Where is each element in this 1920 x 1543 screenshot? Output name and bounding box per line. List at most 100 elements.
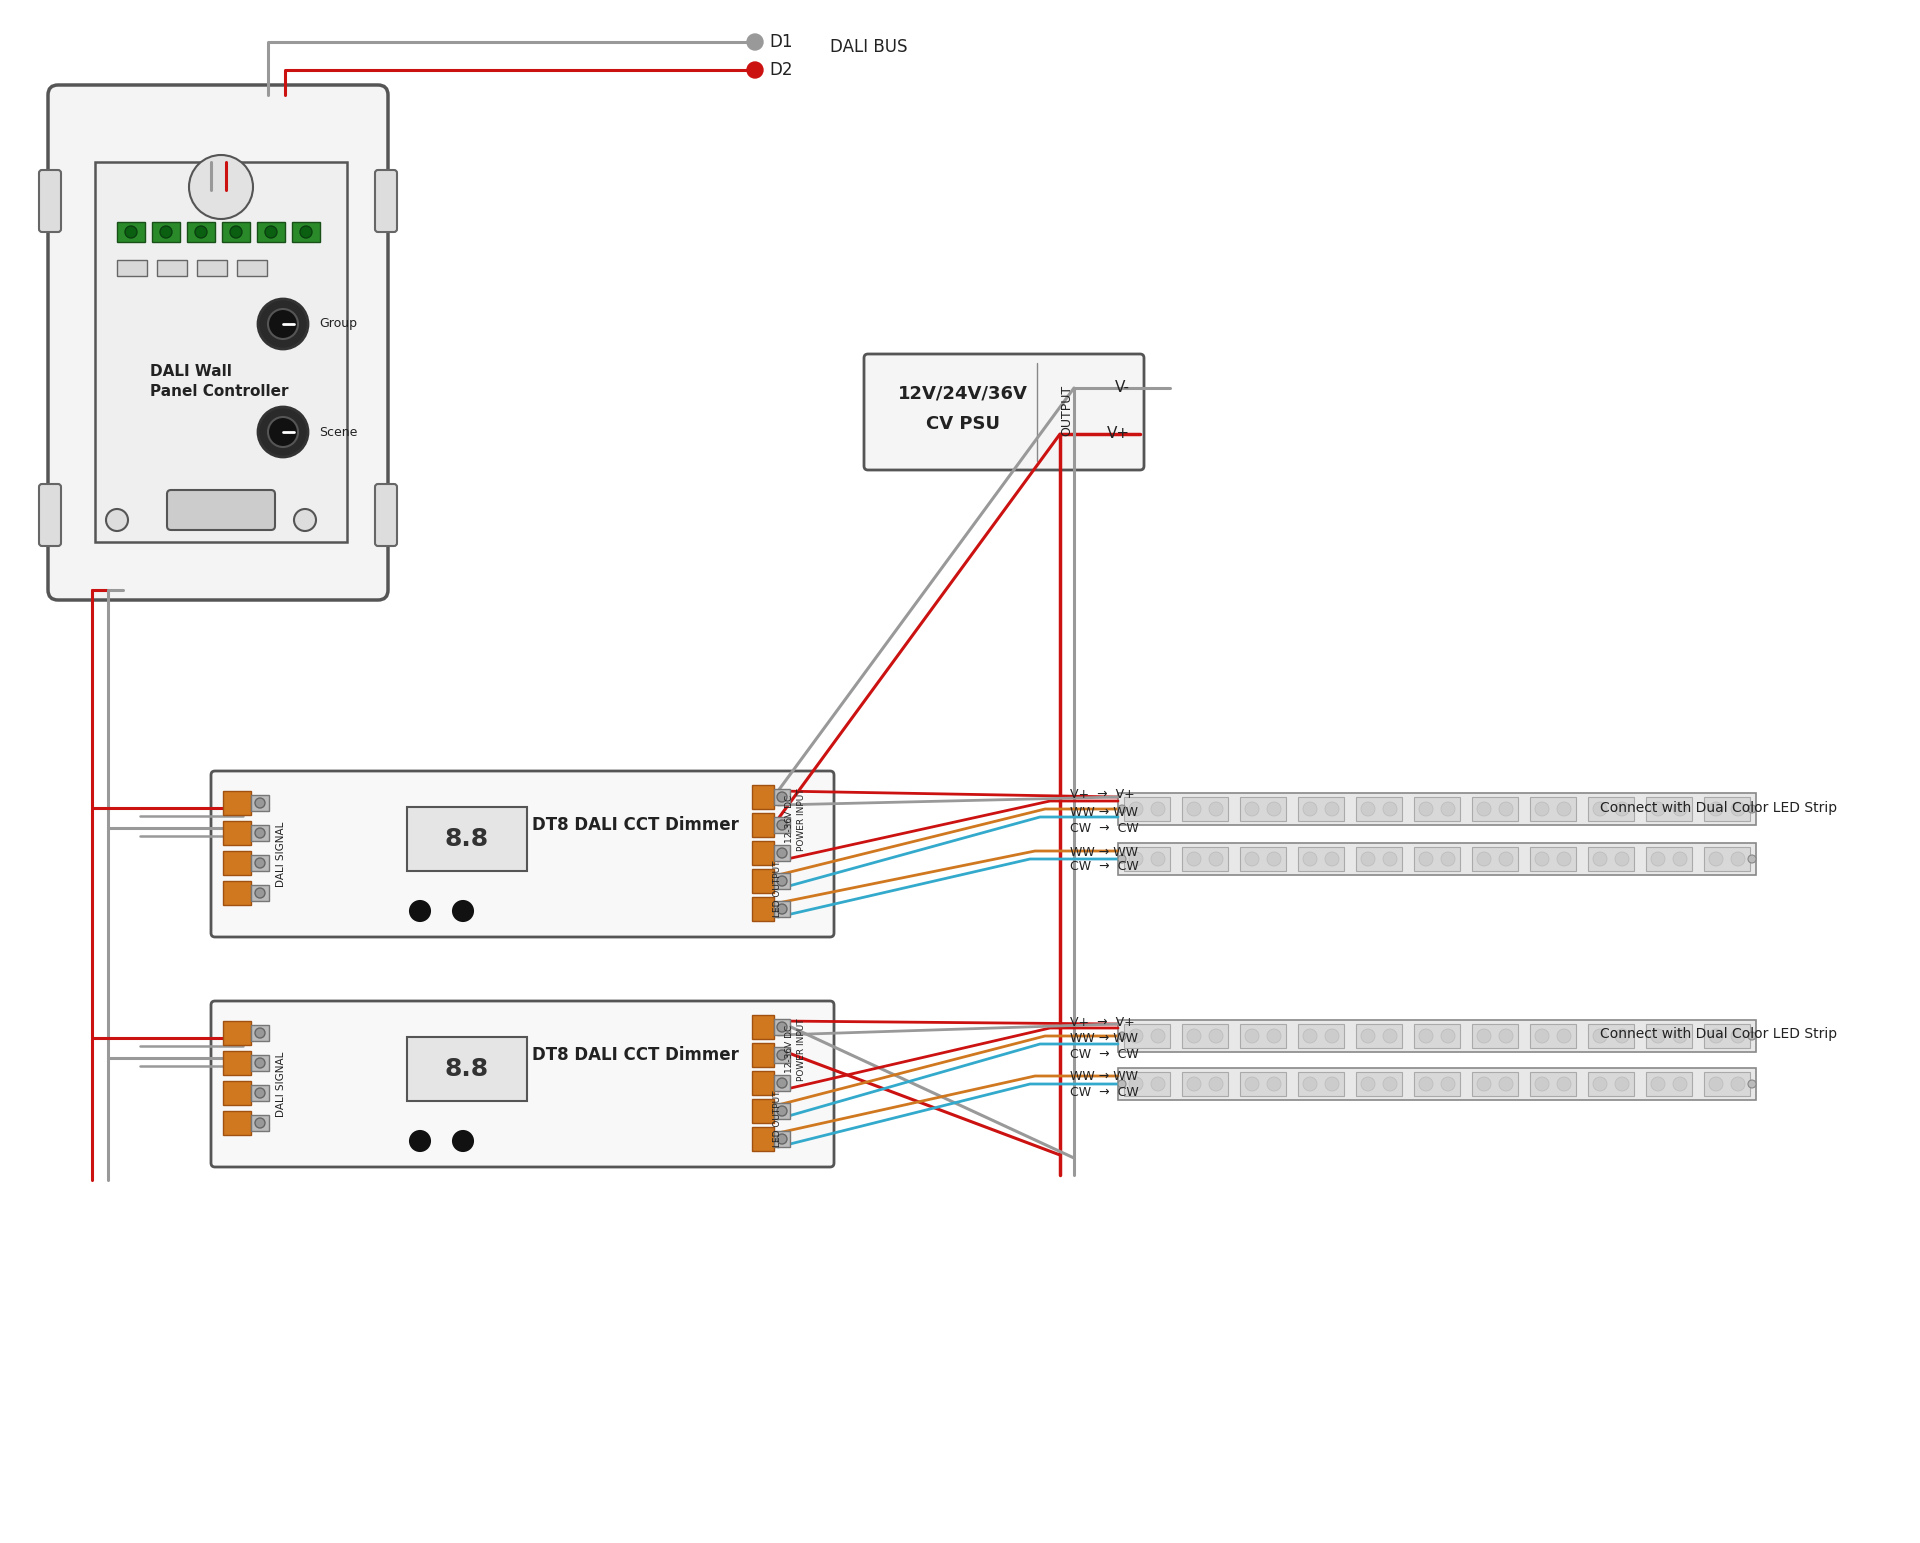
Bar [1117,1020,1757,1052]
Bar [1240,847,1286,870]
FancyBboxPatch shape [38,485,61,546]
Circle shape [747,62,762,79]
Bar [1183,1072,1229,1096]
FancyBboxPatch shape [48,85,388,600]
Circle shape [1150,852,1165,866]
Circle shape [255,1088,265,1099]
Bar [1473,847,1519,870]
Circle shape [1244,802,1260,816]
Bar [1413,847,1459,870]
Bar [1298,847,1344,870]
Text: 8.8: 8.8 [445,827,490,852]
Text: DT8 DALI CCT Dimmer: DT8 DALI CCT Dimmer [532,816,739,835]
Bar [1117,842,1757,875]
Bar [1588,847,1634,870]
Circle shape [1382,1029,1398,1043]
Text: 12-36V DC: 12-36V DC [785,1025,795,1074]
Bar [1413,1072,1459,1096]
Bar [1240,1072,1286,1096]
Bar [223,821,252,846]
Circle shape [1382,1077,1398,1091]
Bar [1123,1072,1169,1096]
Circle shape [1244,1029,1260,1043]
FancyBboxPatch shape [211,1001,833,1167]
Bar [753,1015,774,1038]
Circle shape [747,34,762,49]
Circle shape [778,1106,787,1116]
Circle shape [1210,852,1223,866]
Bar [774,1103,789,1119]
Circle shape [1267,802,1281,816]
Circle shape [1117,1032,1125,1040]
Bar [1530,1072,1576,1096]
Text: D2: D2 [770,62,793,79]
Text: 8.8: 8.8 [445,1057,490,1082]
Circle shape [1382,802,1398,816]
Bar [252,1116,269,1131]
Circle shape [1210,1077,1223,1091]
Circle shape [1150,802,1165,816]
Circle shape [196,225,207,238]
Circle shape [125,225,136,238]
Circle shape [1476,1029,1492,1043]
Text: LED OUTPUT: LED OUTPUT [774,1091,783,1146]
Bar [1645,1025,1692,1048]
Circle shape [269,417,298,447]
Bar [1356,798,1402,821]
Circle shape [453,901,472,921]
Text: OUTPUT: OUTPUT [1060,384,1073,435]
Bar [753,785,774,809]
Circle shape [1442,1029,1455,1043]
FancyBboxPatch shape [374,170,397,231]
Text: V+: V+ [1106,426,1131,441]
Bar [1183,798,1229,821]
Text: 12-36V DC: 12-36V DC [785,795,795,844]
Bar [1588,1025,1634,1048]
Circle shape [1500,852,1513,866]
Circle shape [1557,802,1571,816]
Circle shape [1361,852,1375,866]
Text: WW → WW: WW → WW [1069,1071,1139,1083]
Circle shape [1651,1077,1665,1091]
Circle shape [1500,1077,1513,1091]
Circle shape [255,1028,265,1038]
Circle shape [1325,1077,1338,1091]
Circle shape [1117,855,1125,863]
Circle shape [1361,1029,1375,1043]
Circle shape [411,901,430,921]
Bar [1117,1068,1757,1100]
Bar [774,1018,789,1035]
Circle shape [1476,1077,1492,1091]
Circle shape [778,1079,787,1088]
Bar [1473,798,1519,821]
Circle shape [1304,1077,1317,1091]
Circle shape [1150,1077,1165,1091]
Text: Scene: Scene [319,426,357,438]
Bar [753,841,774,866]
Circle shape [1557,1029,1571,1043]
Circle shape [1304,852,1317,866]
Circle shape [1442,1077,1455,1091]
Circle shape [1476,802,1492,816]
Circle shape [453,1131,472,1151]
Circle shape [1672,1077,1688,1091]
Bar [252,795,269,812]
Circle shape [778,1049,787,1060]
Circle shape [1325,852,1338,866]
Text: DALI BUS: DALI BUS [829,39,908,56]
Bar [223,222,250,242]
FancyBboxPatch shape [38,170,61,231]
Bar [1473,1072,1519,1096]
Bar [252,1085,269,1102]
Bar [1117,793,1757,826]
Circle shape [1361,802,1375,816]
Circle shape [1382,852,1398,866]
Circle shape [1557,1077,1571,1091]
Circle shape [778,849,787,858]
Circle shape [294,509,317,531]
Bar [1473,1025,1519,1048]
Bar [1705,1072,1749,1096]
Text: POWER INPUT: POWER INPUT [797,1018,806,1080]
Circle shape [1672,1029,1688,1043]
Circle shape [1267,1029,1281,1043]
